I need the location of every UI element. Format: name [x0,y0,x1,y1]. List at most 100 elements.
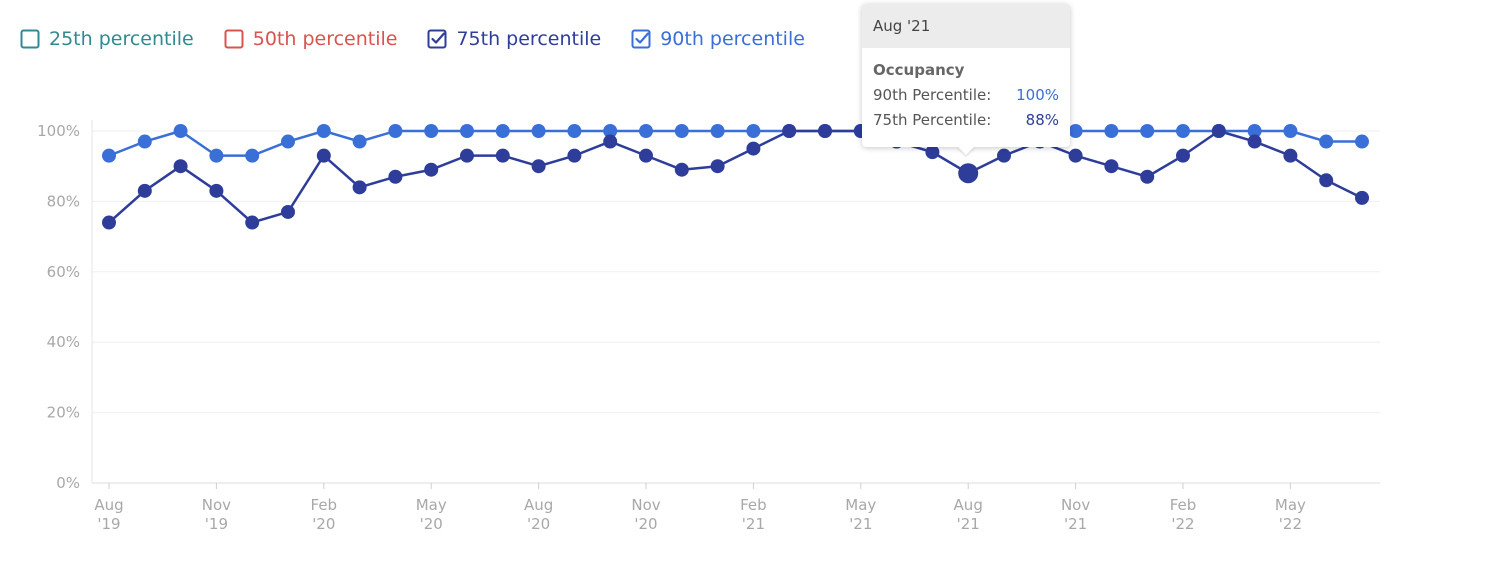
data-point[interactable] [1355,134,1369,149]
checkbox-checked-icon[interactable] [427,29,447,49]
data-point[interactable] [531,124,546,138]
data-point[interactable] [567,148,582,163]
data-point[interactable] [1355,190,1369,205]
data-point[interactable] [1247,134,1262,149]
legend-item-90th[interactable]: 90th percentile [631,28,805,50]
checkbox-unchecked-icon[interactable] [224,29,244,49]
checkbox-checked-icon[interactable] [631,29,651,49]
chart-legend: 25th percentile 50th percentile 75th per… [20,28,835,50]
data-point[interactable] [1176,124,1190,138]
data-point[interactable] [209,183,224,198]
x-tick-label: Aug [94,496,123,514]
data-point[interactable] [1283,124,1298,138]
data-point[interactable] [603,124,618,138]
x-tick-label: '21 [1064,515,1087,533]
data-point[interactable] [424,162,439,177]
data-point[interactable] [674,162,689,177]
legend-item-25th[interactable]: 25th percentile [20,28,194,50]
data-point[interactable] [746,141,761,156]
data-point[interactable] [1211,124,1226,138]
tooltip-body: Occupancy 90th Percentile: 100% 75th Per… [862,48,1070,133]
x-tick-label: '20 [634,515,657,533]
legend-label-50th: 50th percentile [252,28,398,50]
grid-lines [92,130,1380,484]
tooltip-row-value: 88% [1025,111,1059,129]
y-tick-label: 100% [37,122,80,140]
data-point[interactable] [603,134,618,149]
data-point[interactable] [460,124,474,138]
data-point[interactable] [102,148,116,163]
data-point[interactable] [388,124,403,138]
data-point[interactable] [1140,169,1155,184]
data-point[interactable] [1068,148,1083,163]
data-point[interactable] [1140,124,1155,138]
series-layer [102,124,1369,230]
data-point[interactable] [495,148,510,163]
data-point[interactable] [639,148,653,163]
data-point[interactable] [818,124,832,138]
data-point[interactable] [281,204,295,219]
y-tick-label: 20% [47,404,80,422]
data-point[interactable] [531,159,546,174]
data-point[interactable] [710,124,725,138]
data-point[interactable] [424,124,439,138]
data-point[interactable] [958,163,979,184]
tooltip-row-75th: 75th Percentile: 88% [873,108,1059,133]
data-point[interactable] [1283,148,1298,163]
data-point[interactable] [352,180,367,195]
x-tick-label: Aug [954,496,983,514]
x-axis: Aug'19Nov'19Feb'20May'20Aug'20Nov'20Feb'… [94,483,1306,533]
series-75th-percentile [102,124,1369,230]
data-point[interactable] [137,134,152,149]
data-point[interactable] [352,134,367,149]
data-point[interactable] [137,183,152,198]
data-point[interactable] [1104,124,1119,138]
x-tick-label: Nov [1061,496,1090,514]
data-point[interactable] [460,148,474,163]
x-tick-label: Nov [202,496,231,514]
x-tick-label: Feb [1170,496,1197,514]
y-axis: 0% 20% 40% 60% 80% 100% [37,120,93,492]
data-point[interactable] [102,215,116,230]
tooltip-row-label: 90th Percentile: [873,86,992,104]
data-point[interactable] [997,148,1011,163]
data-point[interactable] [746,124,761,138]
data-point[interactable] [495,124,510,138]
data-point[interactable] [1247,124,1262,138]
legend-label-25th: 25th percentile [49,28,194,50]
data-point[interactable] [209,148,224,163]
data-point[interactable] [674,124,689,138]
legend-item-50th[interactable]: 50th percentile [224,28,398,50]
data-point[interactable] [1319,173,1334,188]
data-point[interactable] [1176,148,1190,163]
data-point[interactable] [782,124,797,138]
y-tick-label: 60% [47,263,80,281]
tooltip-header: Aug '21 [862,4,1070,48]
data-point[interactable] [245,148,260,163]
data-point[interactable] [388,169,403,184]
data-point[interactable] [281,134,295,149]
checkbox-unchecked-icon[interactable] [20,29,40,49]
legend-item-75th[interactable]: 75th percentile [427,28,601,50]
data-point[interactable] [710,159,725,174]
data-point[interactable] [316,148,331,163]
y-tick-label: 80% [47,192,80,210]
x-tick-label: Feb [740,496,767,514]
x-tick-label: '20 [312,515,335,533]
data-point[interactable] [1319,134,1334,149]
x-tick-label: May [1275,496,1306,514]
series-line [108,129,1363,224]
x-tick-label: '20 [420,515,443,533]
data-point[interactable] [567,124,582,138]
data-point[interactable] [173,159,188,174]
x-tick-label: '19 [97,515,120,533]
data-point[interactable] [1104,159,1119,174]
tooltip-title: Occupancy [873,61,965,79]
data-point[interactable] [173,124,188,138]
data-point[interactable] [925,145,940,160]
data-point[interactable] [316,124,331,138]
data-point[interactable] [639,124,653,138]
data-point[interactable] [1068,124,1083,138]
data-point[interactable] [245,215,260,230]
